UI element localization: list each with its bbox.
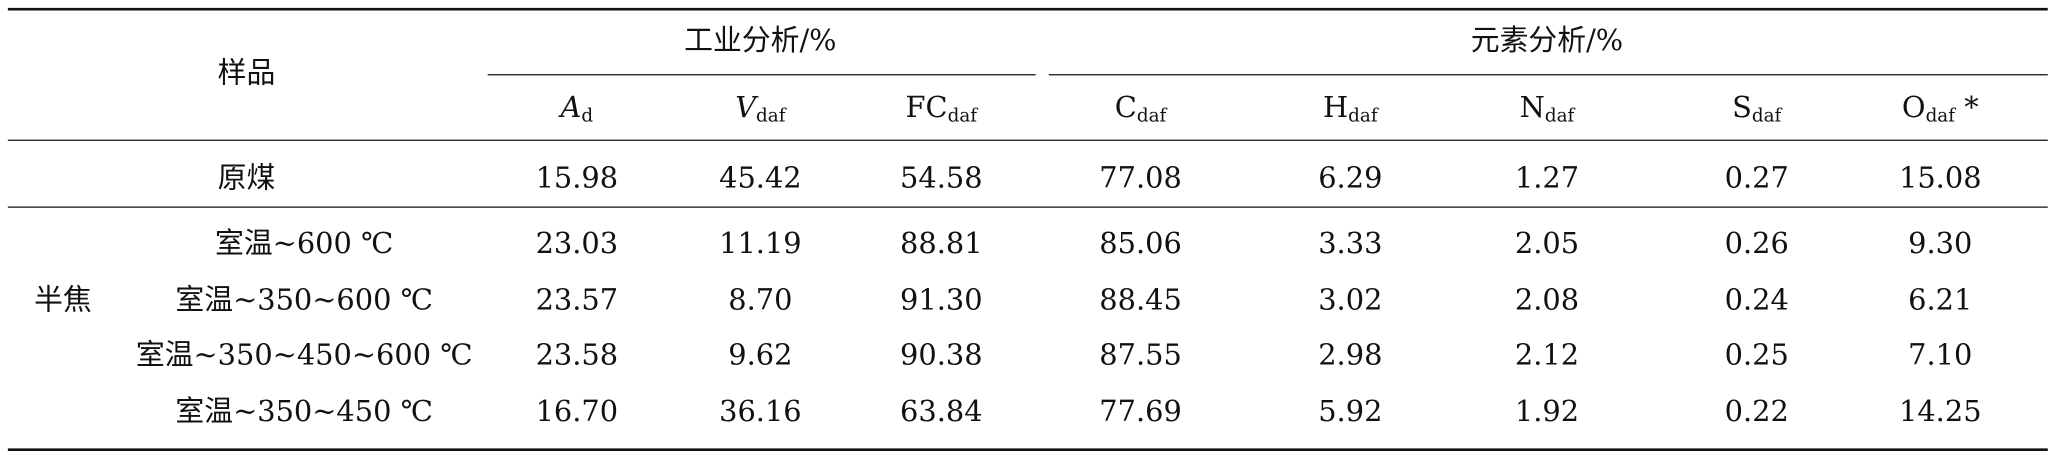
column-header: Sdaf bbox=[1732, 90, 1782, 127]
column-header: Ad bbox=[558, 90, 594, 127]
column-main: N bbox=[1520, 90, 1545, 124]
cell: 23.58 bbox=[536, 338, 619, 372]
cell: 8.70 bbox=[728, 283, 792, 317]
cell: 3.02 bbox=[1318, 283, 1382, 317]
group-label: 半焦 bbox=[34, 283, 92, 317]
cell: 15.98 bbox=[536, 161, 619, 195]
cell: 88.45 bbox=[1099, 283, 1182, 317]
row-label: 室温~600 ℃ bbox=[215, 226, 393, 260]
column-main: O bbox=[1902, 90, 1926, 124]
column-header: Odaf * bbox=[1902, 90, 1979, 127]
column-sub: daf bbox=[1348, 106, 1379, 127]
cell: 77.69 bbox=[1099, 394, 1182, 428]
cell: 87.55 bbox=[1099, 338, 1182, 372]
cell: 2.12 bbox=[1515, 338, 1579, 372]
cell: 3.33 bbox=[1318, 226, 1382, 260]
sample-header: 样品 bbox=[218, 56, 276, 90]
cell: 23.57 bbox=[536, 283, 619, 317]
row-label: 原煤 bbox=[218, 161, 276, 195]
cell: 2.05 bbox=[1515, 226, 1579, 260]
cell: 36.16 bbox=[719, 394, 802, 428]
cell: 91.30 bbox=[900, 283, 983, 317]
column-main: H bbox=[1323, 90, 1348, 124]
cell: 0.27 bbox=[1725, 161, 1789, 195]
cell: 7.10 bbox=[1908, 338, 1972, 372]
column-header: Ndaf bbox=[1520, 90, 1576, 127]
column-main: C bbox=[1115, 90, 1137, 124]
column-main: S bbox=[1732, 90, 1752, 124]
cell: 45.42 bbox=[719, 161, 802, 195]
cell: 6.21 bbox=[1908, 283, 1972, 317]
cell: 15.08 bbox=[1899, 161, 1982, 195]
cell: 16.70 bbox=[536, 394, 619, 428]
cell: 0.22 bbox=[1725, 394, 1789, 428]
cell: 0.24 bbox=[1725, 283, 1789, 317]
cell: 14.25 bbox=[1899, 394, 1982, 428]
column-main: V bbox=[735, 90, 759, 124]
cell: 1.27 bbox=[1515, 161, 1579, 195]
cell: 2.08 bbox=[1515, 283, 1579, 317]
cell: 11.19 bbox=[719, 226, 802, 260]
column-sub: d bbox=[581, 106, 593, 127]
column-header: Hdaf bbox=[1323, 90, 1379, 127]
column-main: FC bbox=[906, 90, 948, 124]
column-sub: daf bbox=[948, 106, 979, 127]
cell: 88.81 bbox=[900, 226, 983, 260]
column-header: Cdaf bbox=[1115, 90, 1168, 127]
cell: 85.06 bbox=[1099, 226, 1182, 260]
cell: 9.62 bbox=[728, 338, 792, 372]
cell: 90.38 bbox=[900, 338, 983, 372]
cell: 2.98 bbox=[1318, 338, 1382, 372]
column-suffix: * bbox=[1955, 90, 1979, 124]
group-header: 元素分析/% bbox=[1471, 23, 1623, 57]
column-main: A bbox=[558, 90, 582, 124]
cell: 77.08 bbox=[1099, 161, 1182, 195]
group-header: 工业分析/% bbox=[684, 23, 836, 57]
column-sub: daf bbox=[1545, 106, 1576, 127]
column-sub: daf bbox=[1926, 106, 1957, 127]
cell: 6.29 bbox=[1318, 161, 1382, 195]
column-header: FCdaf bbox=[906, 90, 979, 127]
row-label: 室温~350~600 ℃ bbox=[175, 283, 432, 317]
cell: 0.25 bbox=[1725, 338, 1789, 372]
column-sub: daf bbox=[1752, 106, 1783, 127]
cell: 0.26 bbox=[1725, 226, 1789, 260]
row-label: 室温~350~450~600 ℃ bbox=[136, 338, 473, 372]
cell: 23.03 bbox=[536, 226, 619, 260]
column-header: Vdaf bbox=[735, 90, 787, 127]
cell: 63.84 bbox=[900, 394, 983, 428]
column-sub: daf bbox=[756, 106, 787, 127]
column-sub: daf bbox=[1137, 106, 1168, 127]
cell: 1.92 bbox=[1515, 394, 1579, 428]
cell: 9.30 bbox=[1908, 226, 1972, 260]
row-label: 室温~350~450 ℃ bbox=[175, 394, 432, 428]
cell: 54.58 bbox=[900, 161, 983, 195]
cell: 5.92 bbox=[1318, 394, 1382, 428]
